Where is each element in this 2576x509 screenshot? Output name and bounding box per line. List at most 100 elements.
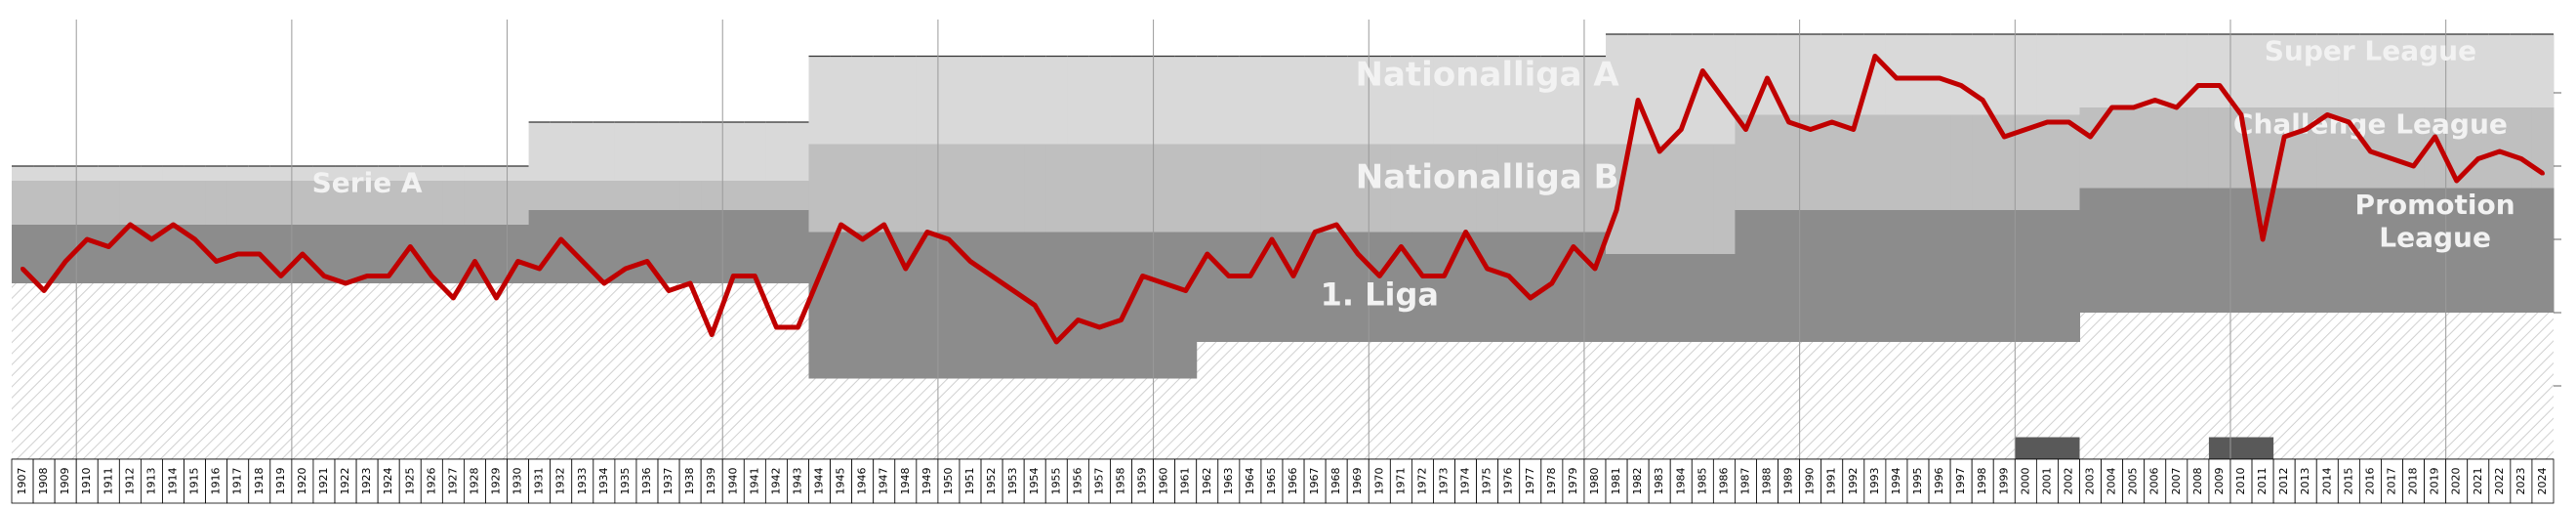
- tier3-band-segment: [1217, 232, 1241, 342]
- tier3-band-segment: [937, 232, 961, 342]
- tier2-band-segment: [2381, 107, 2404, 189]
- data-point: [946, 237, 951, 241]
- x-tick-label: 2014: [2320, 468, 2333, 495]
- x-tick-label: 2003: [2084, 468, 2097, 495]
- tier2-band-segment: [1390, 144, 1412, 233]
- tier3-band-segment: [2381, 188, 2404, 313]
- league-label: Challenge League: [2233, 107, 2508, 140]
- x-tick-label: 2011: [2256, 468, 2269, 495]
- data-point: [2261, 237, 2266, 241]
- tier3-band-segment: [1045, 232, 1068, 342]
- x-tick-label: 2005: [2127, 468, 2140, 495]
- tier1-band-segment: [1820, 34, 1844, 115]
- x-tick-label: 1917: [231, 468, 244, 495]
- tier2-band-segment: [335, 181, 357, 225]
- tier1-band-segment: [658, 122, 680, 181]
- x-tick-label: 1961: [1179, 468, 1192, 495]
- tier2-band-segment: [1562, 144, 1585, 233]
- tier1-band-segment: [399, 166, 422, 181]
- tier1-band-segment: [1476, 56, 1499, 145]
- x-tick-label: 1941: [748, 468, 760, 495]
- tier3-band-segment: [1885, 210, 1908, 342]
- league-label: 1. Liga: [1321, 276, 1439, 314]
- x-tick-label: 1912: [123, 468, 136, 495]
- tier1-band-segment: [937, 56, 961, 145]
- data-point: [860, 237, 865, 241]
- tier2-band-segment: [1735, 114, 1757, 210]
- data-point: [214, 259, 219, 264]
- tier1-band-segment: [2316, 34, 2339, 107]
- x-tick-label: 1913: [144, 468, 157, 495]
- tier2-band-segment: [787, 181, 810, 210]
- tier1-band-segment: [12, 166, 34, 181]
- x-tick-label: 1945: [835, 468, 847, 495]
- tier2-band-segment: [55, 181, 77, 225]
- tier2-band-segment: [356, 181, 379, 225]
- tier1-band-segment: [98, 166, 120, 181]
- data-point: [623, 267, 628, 271]
- tier2-band-segment: [1110, 144, 1133, 233]
- tier1-band-segment: [1778, 34, 1801, 115]
- data-point: [2497, 149, 2502, 153]
- tier1-band-segment: [1863, 34, 1887, 115]
- tier1-band-segment: [1153, 56, 1176, 145]
- data-point: [2347, 120, 2351, 124]
- tier3-band-segment: [2058, 210, 2081, 342]
- x-tick-label: 1975: [1481, 468, 1493, 495]
- x-tick-label: 1922: [339, 468, 351, 495]
- x-tick-label: 1916: [210, 468, 223, 495]
- tier1-band-segment: [1929, 34, 1951, 115]
- tier3-band-segment: [1713, 254, 1736, 342]
- tier2-band-segment: [1131, 144, 1155, 233]
- x-tick-label: 1924: [382, 468, 394, 495]
- tier4-band-segment: [937, 342, 961, 379]
- tier1-band-segment: [981, 56, 1003, 145]
- tier2-band-segment: [1283, 144, 1305, 233]
- tier4-band-segment: [1131, 342, 1155, 379]
- tier3-band-segment: [162, 225, 185, 283]
- x-tick-label: 1954: [1028, 468, 1041, 495]
- tier2-band-segment: [2316, 107, 2339, 189]
- data-point: [1765, 76, 1770, 80]
- data-point: [2540, 171, 2545, 176]
- tier2-band-segment: [1174, 144, 1198, 233]
- data-point: [1894, 76, 1899, 80]
- x-tick-label: 1956: [1071, 468, 1084, 495]
- x-tick-label: 1981: [1610, 468, 1622, 495]
- tier4-band-segment: [1153, 342, 1176, 379]
- x-tick-label: 1931: [533, 468, 546, 495]
- x-tick-label: 2023: [2515, 468, 2527, 495]
- x-tick-label: 1990: [1804, 468, 1817, 495]
- tier2-band-segment: [550, 181, 573, 210]
- tier2-band-segment: [1196, 144, 1219, 233]
- x-tick-label: 2009: [2213, 468, 2226, 495]
- tier4-band-segment: [1088, 342, 1111, 379]
- tier1-band-segment: [442, 166, 465, 181]
- x-tick-label: 1950: [942, 468, 955, 495]
- tier2-band-segment: [1217, 144, 1241, 233]
- tier1-band-segment: [916, 56, 939, 145]
- x-tick-label: 1960: [1158, 468, 1170, 495]
- data-point: [1140, 274, 1145, 278]
- x-axis: 1907 1908 1909 1910 1911 1912 1913 1914 1915 1916…: [11, 458, 2555, 504]
- tier3-band-segment: [2402, 188, 2426, 313]
- tier2-band-segment: [1583, 144, 1607, 233]
- data-point: [2131, 106, 2136, 109]
- x-tick-label: 1939: [705, 468, 717, 495]
- x-tick-label: 1971: [1394, 468, 1407, 495]
- tier2-band-segment: [291, 181, 314, 225]
- tier1-band-segment: [76, 166, 99, 181]
- tier2-band-segment: [1239, 144, 1262, 233]
- data-point: [408, 244, 413, 249]
- tier2-band-segment: [593, 181, 616, 210]
- tier2-band-segment: [1842, 114, 1865, 210]
- tier2-band-segment: [464, 181, 486, 225]
- tier3-band-segment: [1304, 232, 1327, 342]
- x-tick-label: 1921: [317, 468, 330, 495]
- data-point: [472, 259, 477, 264]
- tier1-band-segment: [679, 122, 702, 181]
- tier2-band-segment: [1153, 144, 1176, 233]
- data-point: [1334, 223, 1339, 227]
- tier3-band-segment: [76, 225, 99, 283]
- tier1-band-segment: [2467, 34, 2490, 107]
